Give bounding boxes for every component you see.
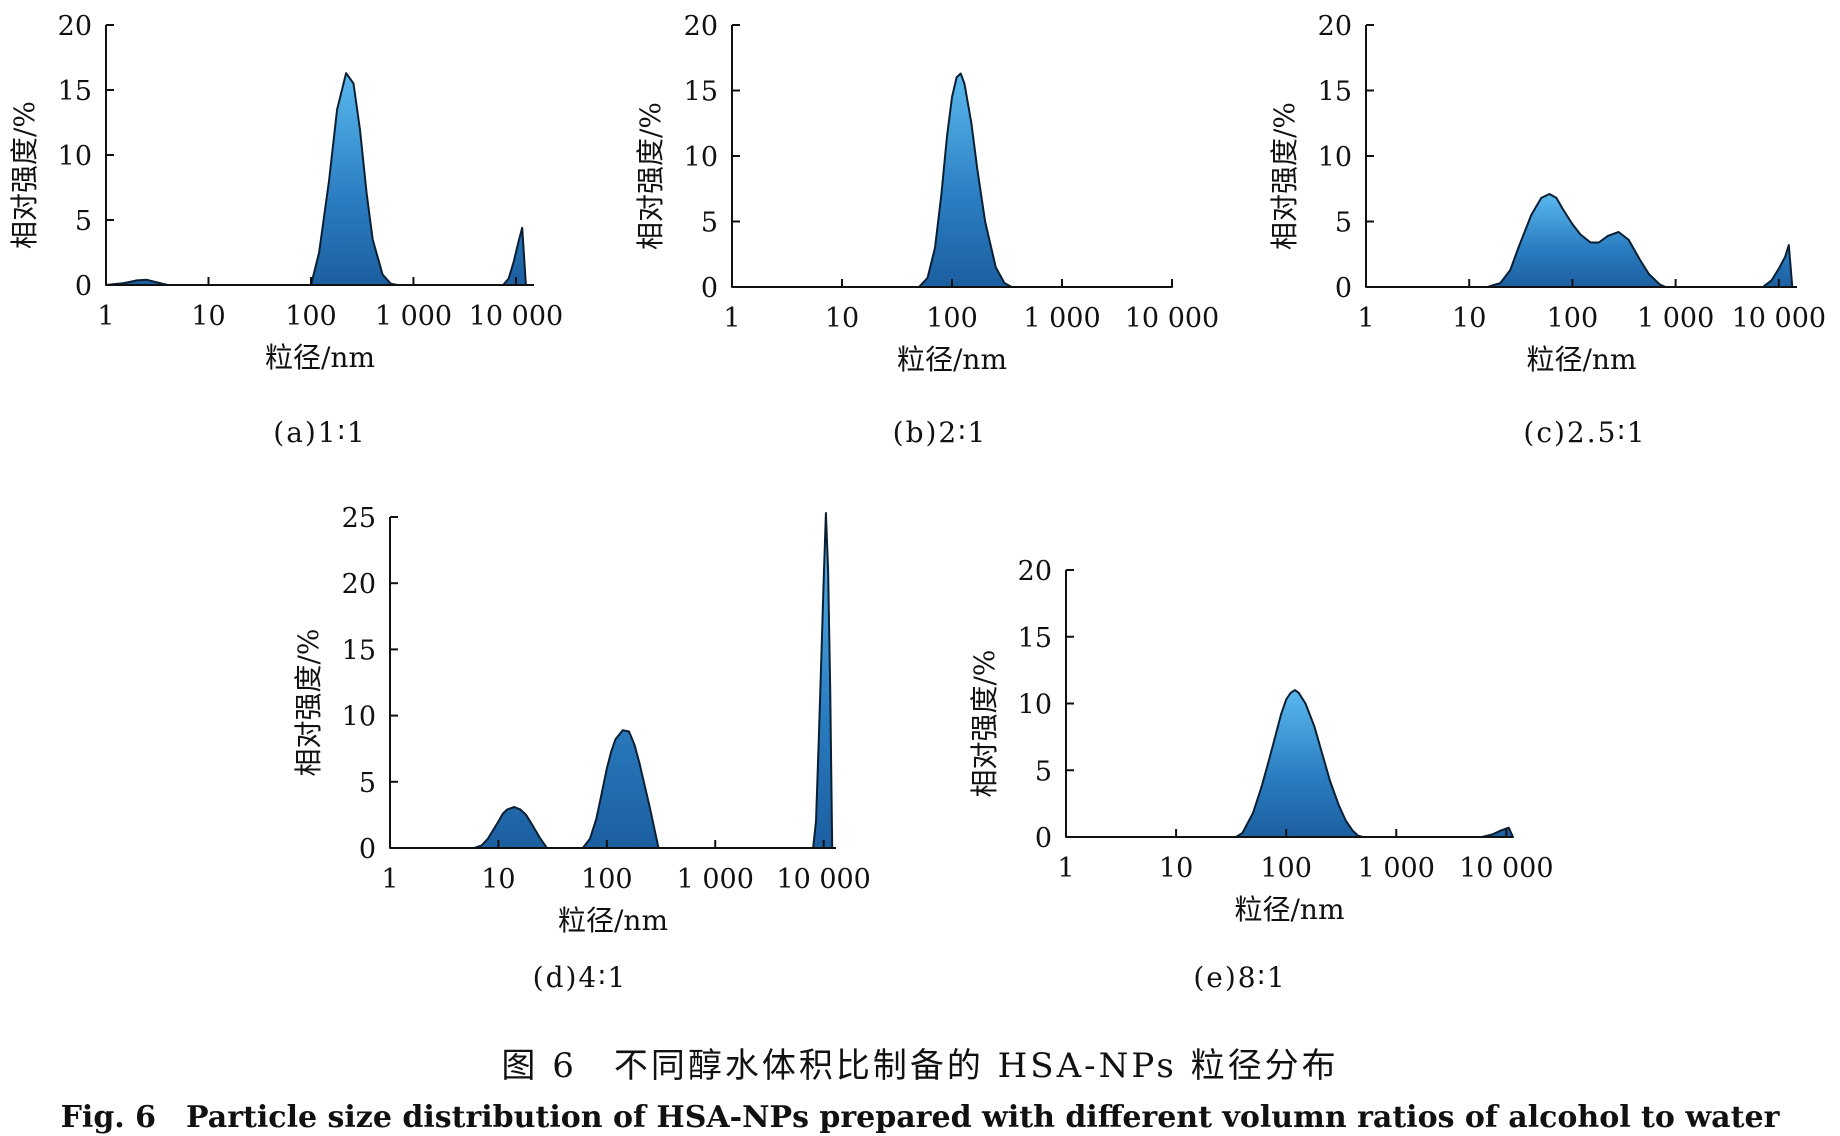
x-tick-label: 100 <box>1260 853 1312 884</box>
x-tick-label: 100 <box>1547 303 1599 334</box>
x-tick-label: 10 <box>825 303 859 334</box>
y-tick-label: 5 <box>1035 756 1052 787</box>
area-series <box>1065 689 1514 838</box>
y-tick-label: 15 <box>1018 623 1052 654</box>
panel-caption: (b)2∶1 <box>893 416 988 449</box>
y-tick-label: 25 <box>342 503 376 534</box>
x-tick-label: 1 <box>97 301 114 332</box>
figure-caption-zh: 图 6 不同醇水体积比制备的 HSA-NPs 粒径分布 <box>501 1046 1339 1086</box>
y-tick-label: 0 <box>359 834 376 865</box>
y-tick-label: 0 <box>1335 273 1352 304</box>
x-tick-label: 10 000 <box>1459 853 1553 884</box>
x-tick-label: 10 <box>191 301 225 332</box>
y-tick-label: 5 <box>75 206 92 237</box>
panel-caption: (e)8∶1 <box>1193 961 1286 994</box>
y-tick-label: 15 <box>1318 77 1352 108</box>
y-tick-label: 0 <box>701 273 718 304</box>
y-tick-label: 10 <box>1018 690 1052 721</box>
chart-panel: 1 10 100 1 000 10 000 0 5 10 15 20 25 粒径/nm 相对强度/% (d… <box>292 503 871 994</box>
y-tick-label: 20 <box>1018 556 1052 587</box>
x-tick-label: 100 <box>581 864 633 895</box>
x-tick-label: 1 000 <box>1637 303 1714 334</box>
y-tick-label: 0 <box>75 271 92 302</box>
x-tick-label: 1 <box>1357 303 1374 334</box>
x-axis-label: 粒径/nm <box>1234 893 1344 926</box>
x-tick-label: 10 <box>1452 303 1486 334</box>
x-tick-label: 1 <box>1057 853 1074 884</box>
x-tick-label: 10 000 <box>469 301 563 332</box>
y-axis-label: 相对强度/% <box>8 101 41 249</box>
x-tick-label: 10 <box>1159 853 1193 884</box>
x-axis-label: 粒径/nm <box>265 341 375 374</box>
figure-caption-en: Fig. 6 Particle size distribution of HSA… <box>60 1100 1780 1135</box>
y-tick-label: 10 <box>684 142 718 173</box>
y-tick-label: 15 <box>342 635 376 666</box>
x-tick-label: 1 <box>381 864 398 895</box>
y-tick-label: 15 <box>58 76 92 107</box>
y-tick-label: 20 <box>684 11 718 42</box>
x-tick-label: 100 <box>285 301 337 332</box>
y-tick-label: 10 <box>1318 142 1352 173</box>
y-tick-label: 20 <box>58 11 92 42</box>
x-tick-label: 10 <box>481 864 515 895</box>
y-tick-label: 10 <box>58 141 92 172</box>
y-tick-label: 5 <box>359 768 376 799</box>
x-tick-label: 1 000 <box>1023 303 1100 334</box>
x-tick-label: 1 000 <box>1358 853 1435 884</box>
y-tick-label: 10 <box>342 702 376 733</box>
x-tick-label: 10 000 <box>1732 303 1826 334</box>
x-tick-label: 100 <box>926 303 978 334</box>
chart-panel: 1 10 100 1 000 10 000 0 5 10 15 20 粒径/nm 相对强度/% (c)2… <box>1268 11 1826 449</box>
panel-caption: (d)4∶1 <box>533 961 628 994</box>
y-tick-label: 20 <box>342 569 376 600</box>
y-axis-label: 相对强度/% <box>292 628 325 776</box>
x-tick-label: 10 000 <box>1125 303 1219 334</box>
y-tick-label: 0 <box>1035 823 1052 854</box>
panel-caption: (a)1∶1 <box>273 416 366 449</box>
area-series <box>389 512 834 849</box>
x-axis-label: 粒径/nm <box>1526 343 1636 376</box>
area-series <box>731 72 1173 288</box>
y-tick-label: 15 <box>684 77 718 108</box>
x-tick-label: 1 000 <box>375 301 452 332</box>
area-series <box>1365 193 1794 288</box>
y-axis-label: 相对强度/% <box>1268 102 1301 250</box>
y-tick-label: 20 <box>1318 11 1352 42</box>
x-tick-label: 1 <box>723 303 740 334</box>
x-axis-label: 粒径/nm <box>558 904 668 937</box>
chart-panel: 1 10 100 1 000 10 000 0 5 10 15 20 粒径/nm 相对强度/% (e)8… <box>968 556 1554 994</box>
y-axis-label: 相对强度/% <box>968 649 1001 797</box>
x-tick-label: 10 000 <box>776 864 870 895</box>
chart-panel: 1 10 100 1 000 10 000 0 5 10 15 20 粒径/nm 相对强度/% (a)1… <box>8 11 563 449</box>
chart-panel: 1 10 100 1 000 10 000 0 5 10 15 20 粒径/nm 相对强度/% (b)2… <box>634 11 1219 449</box>
x-tick-label: 1 000 <box>677 864 754 895</box>
area-series <box>105 72 527 286</box>
y-axis-label: 相对强度/% <box>634 102 667 250</box>
panel-caption: (c)2.5∶1 <box>1523 416 1646 449</box>
x-axis-label: 粒径/nm <box>897 343 1007 376</box>
y-tick-label: 5 <box>1335 208 1352 239</box>
y-tick-label: 5 <box>701 208 718 239</box>
